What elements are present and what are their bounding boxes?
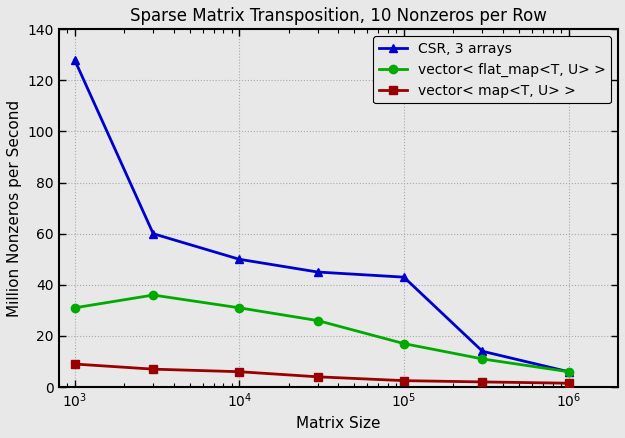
vector< map<T, U> > xyxy=(479,379,486,385)
vector< map<T, U> > xyxy=(565,381,572,386)
Line: vector< flat_map<T, U> >: vector< flat_map<T, U> > xyxy=(71,291,572,376)
vector< flat_map<T, U> > xyxy=(149,293,157,298)
vector< flat_map<T, U> > xyxy=(479,356,486,361)
vector< map<T, U> > xyxy=(314,374,322,379)
Y-axis label: Million Nonzeros per Second: Million Nonzeros per Second xyxy=(7,99,22,317)
Title: Sparse Matrix Transposition, 10 Nonzeros per Row: Sparse Matrix Transposition, 10 Nonzeros… xyxy=(130,7,547,25)
CSR, 3 arrays xyxy=(236,257,243,262)
vector< flat_map<T, U> > xyxy=(565,369,572,374)
vector< map<T, U> > xyxy=(400,378,408,383)
vector< map<T, U> > xyxy=(71,361,79,367)
CSR, 3 arrays xyxy=(565,369,572,374)
Legend: CSR, 3 arrays, vector< flat_map<T, U> >, vector< map<T, U> >: CSR, 3 arrays, vector< flat_map<T, U> >,… xyxy=(373,36,611,103)
vector< flat_map<T, U> > xyxy=(71,305,79,311)
vector< flat_map<T, U> > xyxy=(314,318,322,323)
vector< flat_map<T, U> > xyxy=(236,305,243,311)
X-axis label: Matrix Size: Matrix Size xyxy=(296,416,381,431)
Line: CSR, 3 arrays: CSR, 3 arrays xyxy=(71,56,572,376)
CSR, 3 arrays xyxy=(71,57,79,63)
vector< flat_map<T, U> > xyxy=(400,341,408,346)
CSR, 3 arrays xyxy=(400,275,408,280)
CSR, 3 arrays xyxy=(314,269,322,275)
vector< map<T, U> > xyxy=(236,369,243,374)
CSR, 3 arrays xyxy=(479,349,486,354)
Line: vector< map<T, U> >: vector< map<T, U> > xyxy=(71,360,572,387)
vector< map<T, U> > xyxy=(149,367,157,372)
CSR, 3 arrays xyxy=(149,231,157,237)
